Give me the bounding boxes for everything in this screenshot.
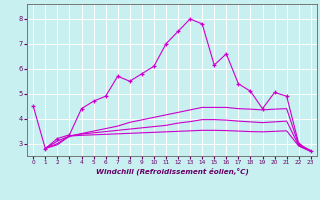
X-axis label: Windchill (Refroidissement éolien,°C): Windchill (Refroidissement éolien,°C) — [96, 168, 248, 175]
